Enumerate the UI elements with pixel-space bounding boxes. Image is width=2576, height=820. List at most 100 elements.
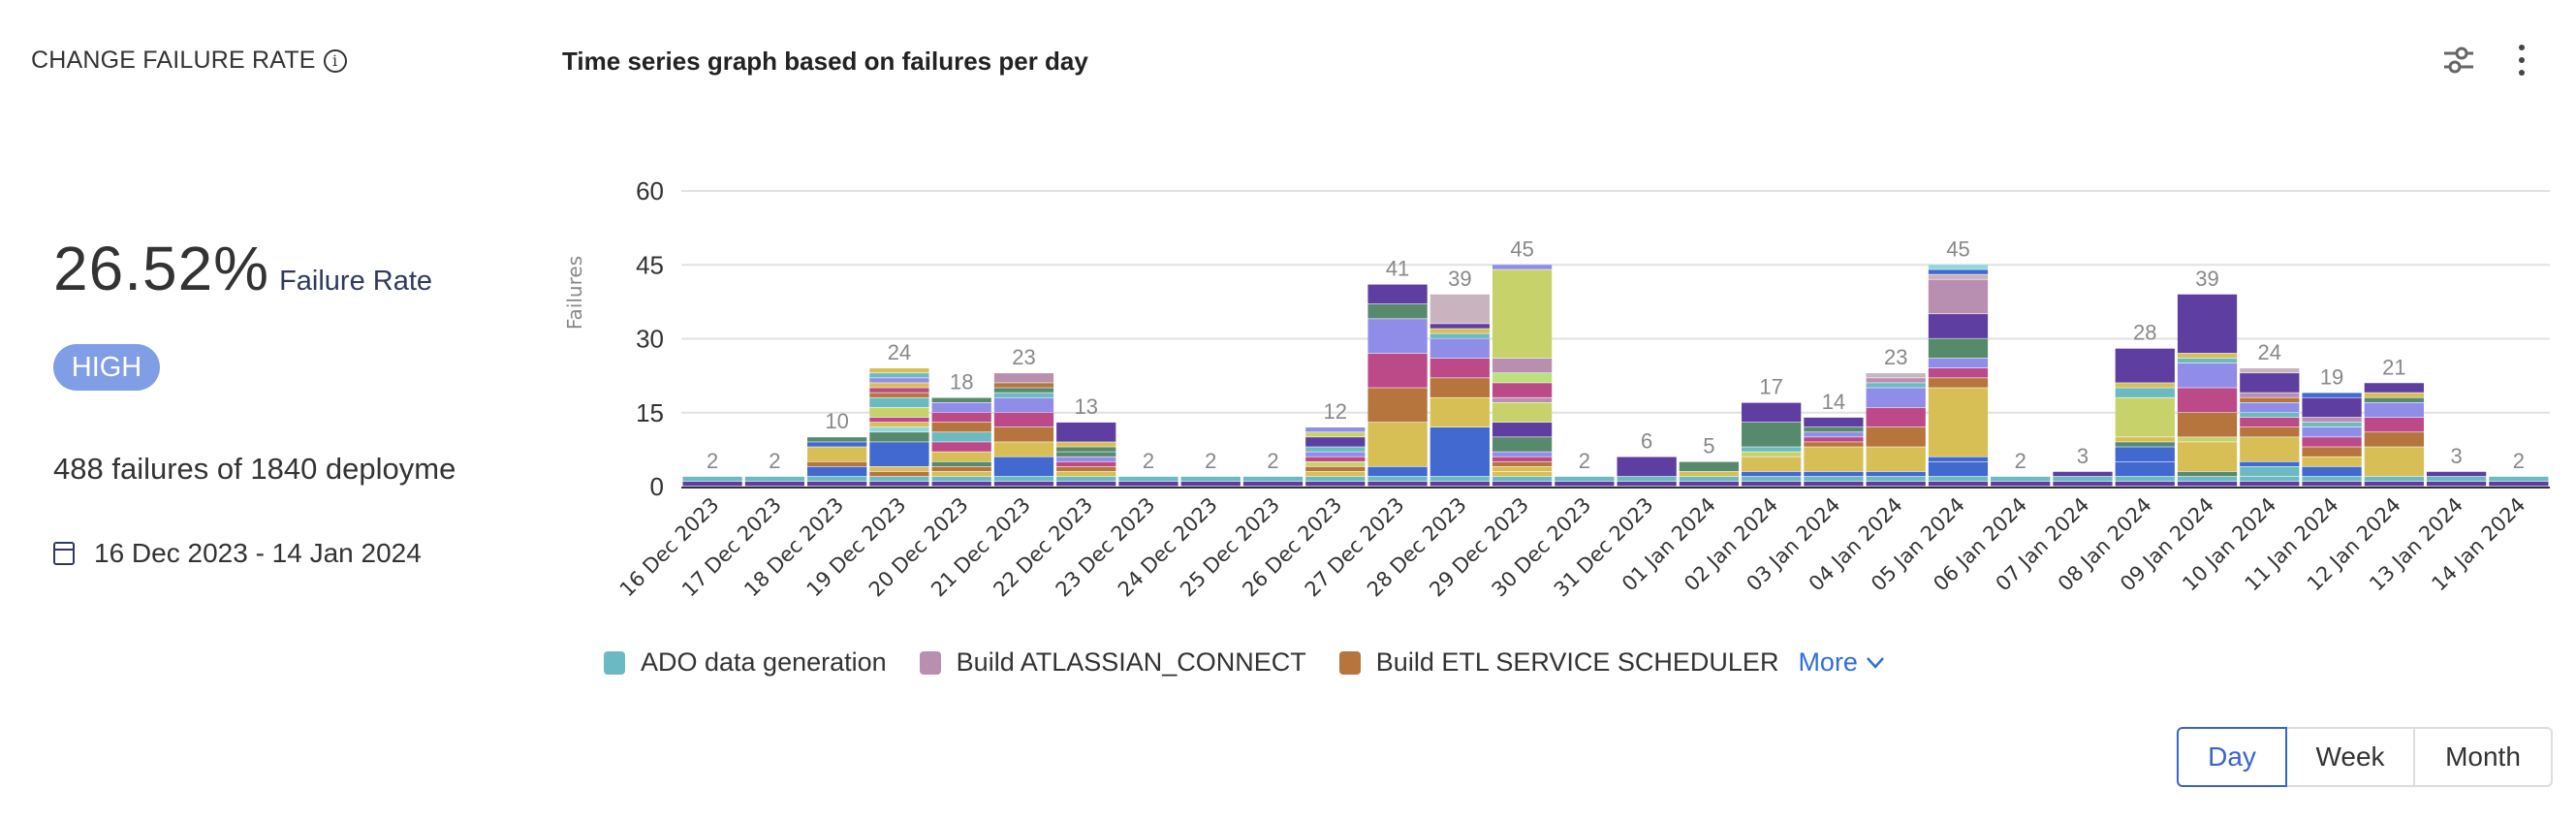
- bar-segment: [2177, 471, 2238, 477]
- bar-segment: [869, 373, 929, 378]
- bar-segment: [2302, 417, 2362, 423]
- month-button[interactable]: Month: [2415, 727, 2553, 787]
- legend-item[interactable]: Build ATLASSIAN_CONNECT: [919, 647, 1306, 678]
- rate-label: Failure Rate: [279, 266, 433, 297]
- kebab-menu-icon[interactable]: [2512, 41, 2531, 79]
- legend-item[interactable]: ADO data generation: [604, 647, 887, 678]
- bar-segment: [2364, 402, 2424, 418]
- bar-segment: [1742, 422, 1802, 447]
- bar-segment: [2364, 481, 2424, 487]
- failure-rate: 26.52% Failure Rate: [53, 233, 432, 304]
- bar-segment: [1928, 358, 1989, 368]
- bar-total-label: 23: [1884, 345, 1907, 369]
- bar-segment: [682, 481, 742, 487]
- bar-segment: [1429, 324, 1490, 329]
- legend-more-label: More: [1798, 647, 1858, 677]
- bar-segment: [1928, 274, 1989, 279]
- bar-segment: [1742, 457, 1802, 472]
- bar-segment: [1991, 481, 2051, 487]
- bar-segment: [869, 427, 929, 432]
- bar-segment: [1492, 402, 1553, 423]
- bar-total-label: 21: [2382, 355, 2405, 379]
- bar-total-label: 45: [1510, 237, 1533, 261]
- failures-count: 488 failures of 1840 deployme: [53, 452, 456, 486]
- bar-segment: [2302, 422, 2362, 427]
- bar-segment: [1742, 481, 1802, 487]
- bar-segment: [2240, 393, 2300, 397]
- legend-more-button[interactable]: More: [1798, 647, 1885, 678]
- bar-segment: [869, 476, 929, 482]
- bar-segment: [869, 393, 929, 397]
- bar-segment: [2302, 466, 2362, 477]
- bar-segment: [1679, 476, 1740, 482]
- bar-segment: [2053, 476, 2113, 482]
- bar-segment: [744, 476, 805, 482]
- bar-segment: [2115, 476, 2175, 482]
- bar-segment: [1305, 461, 1366, 467]
- bar-total-label: 24: [888, 340, 911, 364]
- bar-total-label: 24: [2258, 340, 2281, 364]
- bar-segment: [2489, 481, 2549, 487]
- bar-segment: [2053, 481, 2113, 487]
- bar-segment: [2115, 383, 2175, 388]
- bar-segment: [1866, 388, 1926, 408]
- bar-segment: [744, 481, 805, 487]
- legend-swatch: [919, 650, 941, 675]
- bar-segment: [1305, 457, 1366, 461]
- day-button[interactable]: Day: [2177, 727, 2287, 787]
- bar-segment: [1928, 481, 1989, 487]
- bar-segment: [2302, 437, 2362, 447]
- bar-segment: [1928, 269, 1989, 274]
- bar-segment: [2115, 442, 2175, 447]
- bar-total-label: 41: [1386, 257, 1409, 281]
- bar-segment: [2240, 481, 2300, 487]
- date-range-text: 16 Dec 2023 - 14 Jan 2024: [94, 538, 422, 568]
- bar-segment: [1866, 407, 1926, 427]
- bar-segment: [1367, 303, 1428, 319]
- sliders-icon[interactable]: [2442, 43, 2475, 78]
- y-tick-label: 60: [636, 176, 664, 205]
- bar-segment: [869, 388, 929, 393]
- bar-segment: [2302, 397, 2362, 418]
- bar-segment: [1492, 457, 1553, 461]
- bar-total-label: 19: [2320, 364, 2343, 389]
- bar-segment: [2115, 397, 2175, 437]
- bar-segment: [1804, 447, 1864, 472]
- bar-segment: [1429, 397, 1490, 427]
- bar-total-label: 2: [2513, 449, 2525, 473]
- bar-segment: [1056, 466, 1116, 472]
- bar-segment: [2240, 373, 2300, 393]
- bar-segment: [1928, 338, 1989, 359]
- bar-segment: [1367, 466, 1428, 477]
- bar-segment: [931, 461, 991, 467]
- bar-segment: [1429, 476, 1490, 482]
- bar-total-label: 13: [1074, 394, 1097, 419]
- bar-segment: [1866, 481, 1926, 487]
- rate-value: 26.52%: [53, 234, 270, 303]
- bar-segment: [1617, 476, 1677, 482]
- bar-segment: [993, 427, 1054, 442]
- bar-segment: [1429, 338, 1490, 359]
- bar-segment: [1928, 457, 1989, 461]
- bar-segment: [807, 437, 867, 442]
- bar-segment: [1804, 427, 1864, 432]
- bar-segment: [2426, 476, 2487, 482]
- week-button[interactable]: Week: [2287, 727, 2415, 787]
- bar-segment: [2302, 447, 2362, 457]
- bar-segment: [1429, 378, 1490, 397]
- bar-segment: [931, 432, 991, 442]
- bar-segment: [2115, 348, 2175, 383]
- bar-segment: [1367, 353, 1428, 388]
- bar-segment: [1804, 481, 1864, 487]
- legend-item[interactable]: Build ETL SERVICE SCHEDULER: [1338, 647, 1778, 678]
- info-icon[interactable]: i: [323, 48, 347, 73]
- bar-segment: [993, 397, 1054, 413]
- bar-segment: [1804, 417, 1864, 427]
- chart-title: Time series graph based on failures per …: [562, 47, 1088, 76]
- bar-segment: [807, 442, 867, 447]
- bar-segment: [2177, 442, 2238, 472]
- bar-segment: [1804, 476, 1864, 482]
- y-tick-label: 0: [650, 472, 664, 501]
- bar-segment: [2426, 471, 2487, 477]
- bar-total-label: 18: [950, 370, 973, 394]
